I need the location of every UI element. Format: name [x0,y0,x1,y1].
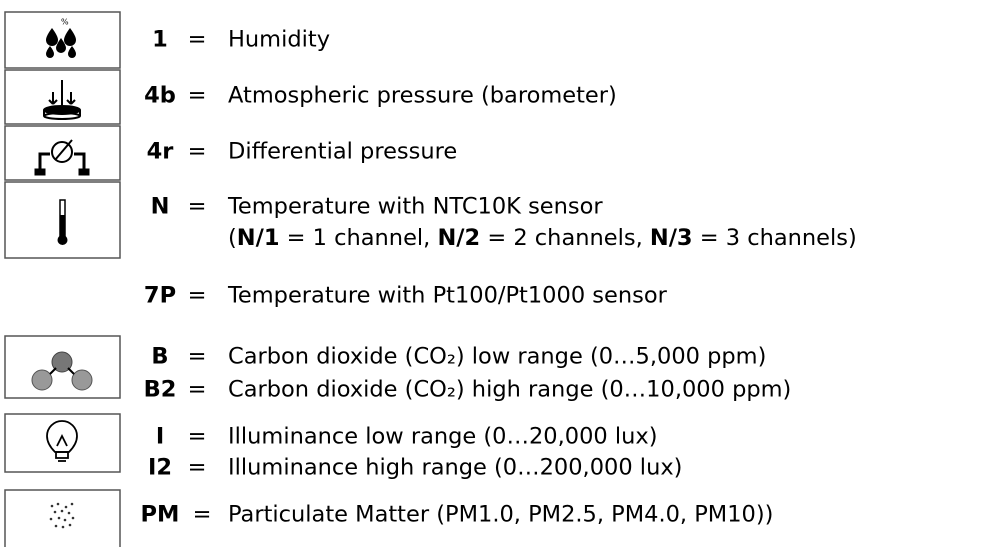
entry-description: Illuminance high range (0…200,000 lux) [228,455,682,481]
icons: % [4,11,121,551]
thermometer-icon [57,199,68,245]
icon-box [4,413,121,473]
humidity-icon: % [46,18,76,58]
icon-box [4,125,121,181]
entry-description: Differential pressure [228,139,457,165]
entry-description: Humidity [228,27,330,53]
entry-code: B2 [144,377,177,403]
entry-code: 4b [144,83,176,109]
entry-description: Carbon dioxide (CO₂) low range (0…5,000 … [228,344,766,370]
bulb-icon [46,420,78,462]
entry-description: Atmospheric pressure (barometer) [228,83,617,109]
percent-glyph: % [61,18,69,27]
entry-code: I2 [148,455,172,481]
entry-separator: = [188,344,207,370]
barometer-icon [43,80,81,120]
entry-code: I [156,424,164,450]
note-text: = 2 channels, [480,225,650,251]
entry-description: Illuminance low range (0…20,000 lux) [228,424,657,450]
icon-box [4,11,121,69]
diff-pressure-icon [34,139,90,176]
entry-description: Temperature with Pt100/Pt1000 sensor [227,283,668,309]
entry-note: (N/1 = 1 channel, N/2 = 2 channels, N/3 … [228,225,857,251]
entry-description: Carbon dioxide (CO₂) high range (0…10,00… [228,377,791,403]
entry-separator: = [188,83,207,109]
entry-separator: = [193,502,212,528]
note-close: ) [848,225,857,251]
entry-separator: = [188,194,207,220]
note-text: = 3 channels [693,225,848,251]
note-open: ( [228,225,237,251]
entry-separator: = [188,27,207,53]
entry-separator: = [188,283,207,309]
co2-icon [31,351,93,391]
note-code: N/2 [437,225,480,251]
icon-box [4,489,121,551]
entry-description: Temperature with NTC10K sensor [227,194,603,220]
note-code: N/3 [650,225,693,251]
entry-separator: = [188,139,207,165]
entry-code: PM [141,502,180,528]
entry-code: N [151,194,170,220]
entry-description: Particulate Matter (PM1.0, PM2.5, PM4.0,… [228,502,773,528]
entry-code: 1 [152,27,168,53]
entry-separator: = [188,424,207,450]
entry-separator: = [188,455,207,481]
entry-code: 7P [144,283,176,309]
entry-code: 4r [147,139,175,165]
particles-icon [49,502,75,529]
entry-separator: = [188,377,207,403]
note-code: N/1 [237,225,280,251]
entry-code: B [151,344,168,370]
note-text: = 1 channel, [280,225,438,251]
